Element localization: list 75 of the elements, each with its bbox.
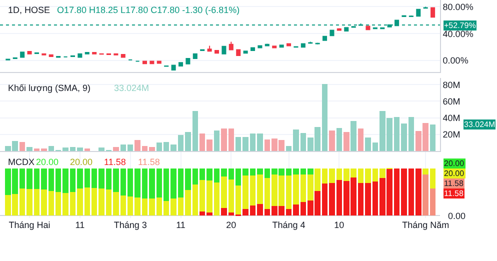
candlestick	[300, 43, 306, 48]
x-tick-label: 11	[176, 220, 186, 230]
x-tick-label: 11	[75, 220, 85, 230]
candlestick	[236, 49, 241, 56]
text: O17.80 H18.25 L17.80 C17.80 -1.30 (-6.81%)	[57, 5, 240, 15]
candlestick	[150, 60, 154, 64]
y-tick-label: 40M	[442, 112, 460, 123]
candlestick	[192, 53, 198, 60]
text: 11.58	[444, 179, 464, 188]
x-tick-label: Tháng Hai	[8, 220, 50, 230]
text: 20.00	[444, 169, 465, 178]
y-tick-label: 60M	[442, 96, 460, 106]
text: 33.024M	[464, 120, 496, 129]
candlestick	[171, 64, 176, 70]
x-tick-label: Tháng 4	[272, 220, 306, 230]
candlestick	[27, 50, 32, 54]
candlestick	[222, 46, 226, 54]
bar	[350, 121, 356, 151]
bar	[19, 142, 26, 151]
bar	[344, 132, 350, 151]
candlestick	[214, 50, 220, 54]
bar	[329, 130, 335, 151]
y-tick-label: 0.00%	[442, 56, 468, 66]
candlestick	[178, 62, 184, 66]
candlestick	[286, 43, 292, 46]
candlestick	[6, 58, 10, 61]
annotation: 33.024M	[114, 83, 150, 93]
text: 1D, HOSE	[8, 5, 50, 15]
candlestick	[243, 50, 248, 54]
bar	[336, 128, 342, 151]
text: 20.00	[444, 159, 465, 168]
text: 20.00	[36, 157, 59, 167]
candlestick	[20, 52, 25, 58]
candlestick	[366, 26, 370, 30]
text: 11.58	[444, 189, 464, 198]
candlestick	[84, 52, 90, 54]
candlestick	[308, 41, 313, 44]
y-tick-label: 40.00%	[442, 28, 474, 39]
candlestick	[207, 45, 212, 52]
text: 11.58	[138, 157, 160, 167]
candlestick	[322, 36, 328, 41]
candlestick	[416, 8, 421, 17]
candlestick	[258, 45, 262, 48]
bar	[113, 146, 119, 151]
candlestick	[120, 54, 126, 58]
candlestick	[186, 58, 190, 64]
candlestick	[156, 60, 162, 64]
bar	[26, 146, 32, 151]
bar	[358, 128, 364, 151]
y-tick-label: 80M	[442, 80, 460, 90]
y-tick-label: 20M	[442, 130, 460, 140]
candlestick	[336, 28, 342, 31]
y-tick-label: 80.00%	[442, 2, 474, 12]
bar	[430, 124, 436, 151]
text: 0.00	[448, 211, 466, 221]
text: 20.00	[70, 157, 93, 167]
x-tick-label: 10	[334, 220, 344, 230]
x-tick-label: 20	[226, 220, 236, 230]
candlestick	[264, 43, 270, 46]
candlestick	[272, 46, 277, 48]
x-tick-label: Tháng 3	[114, 220, 147, 230]
text: 11.58	[104, 157, 126, 167]
candlestick	[250, 47, 256, 51]
chart-title: MCDX	[8, 157, 34, 167]
candlestick	[142, 60, 148, 64]
candlestick	[228, 41, 234, 50]
candlestick	[279, 44, 284, 48]
ref-line-label: +52.79%	[444, 21, 476, 30]
bar	[214, 130, 220, 151]
candlestick	[92, 52, 97, 54]
text: Khối lượng (SMA, 9)	[8, 83, 90, 93]
candlestick	[430, 7, 436, 18]
x-tick-label: Tháng Năm	[402, 220, 450, 230]
candlestick	[330, 30, 334, 36]
candlestick	[423, 6, 428, 9]
